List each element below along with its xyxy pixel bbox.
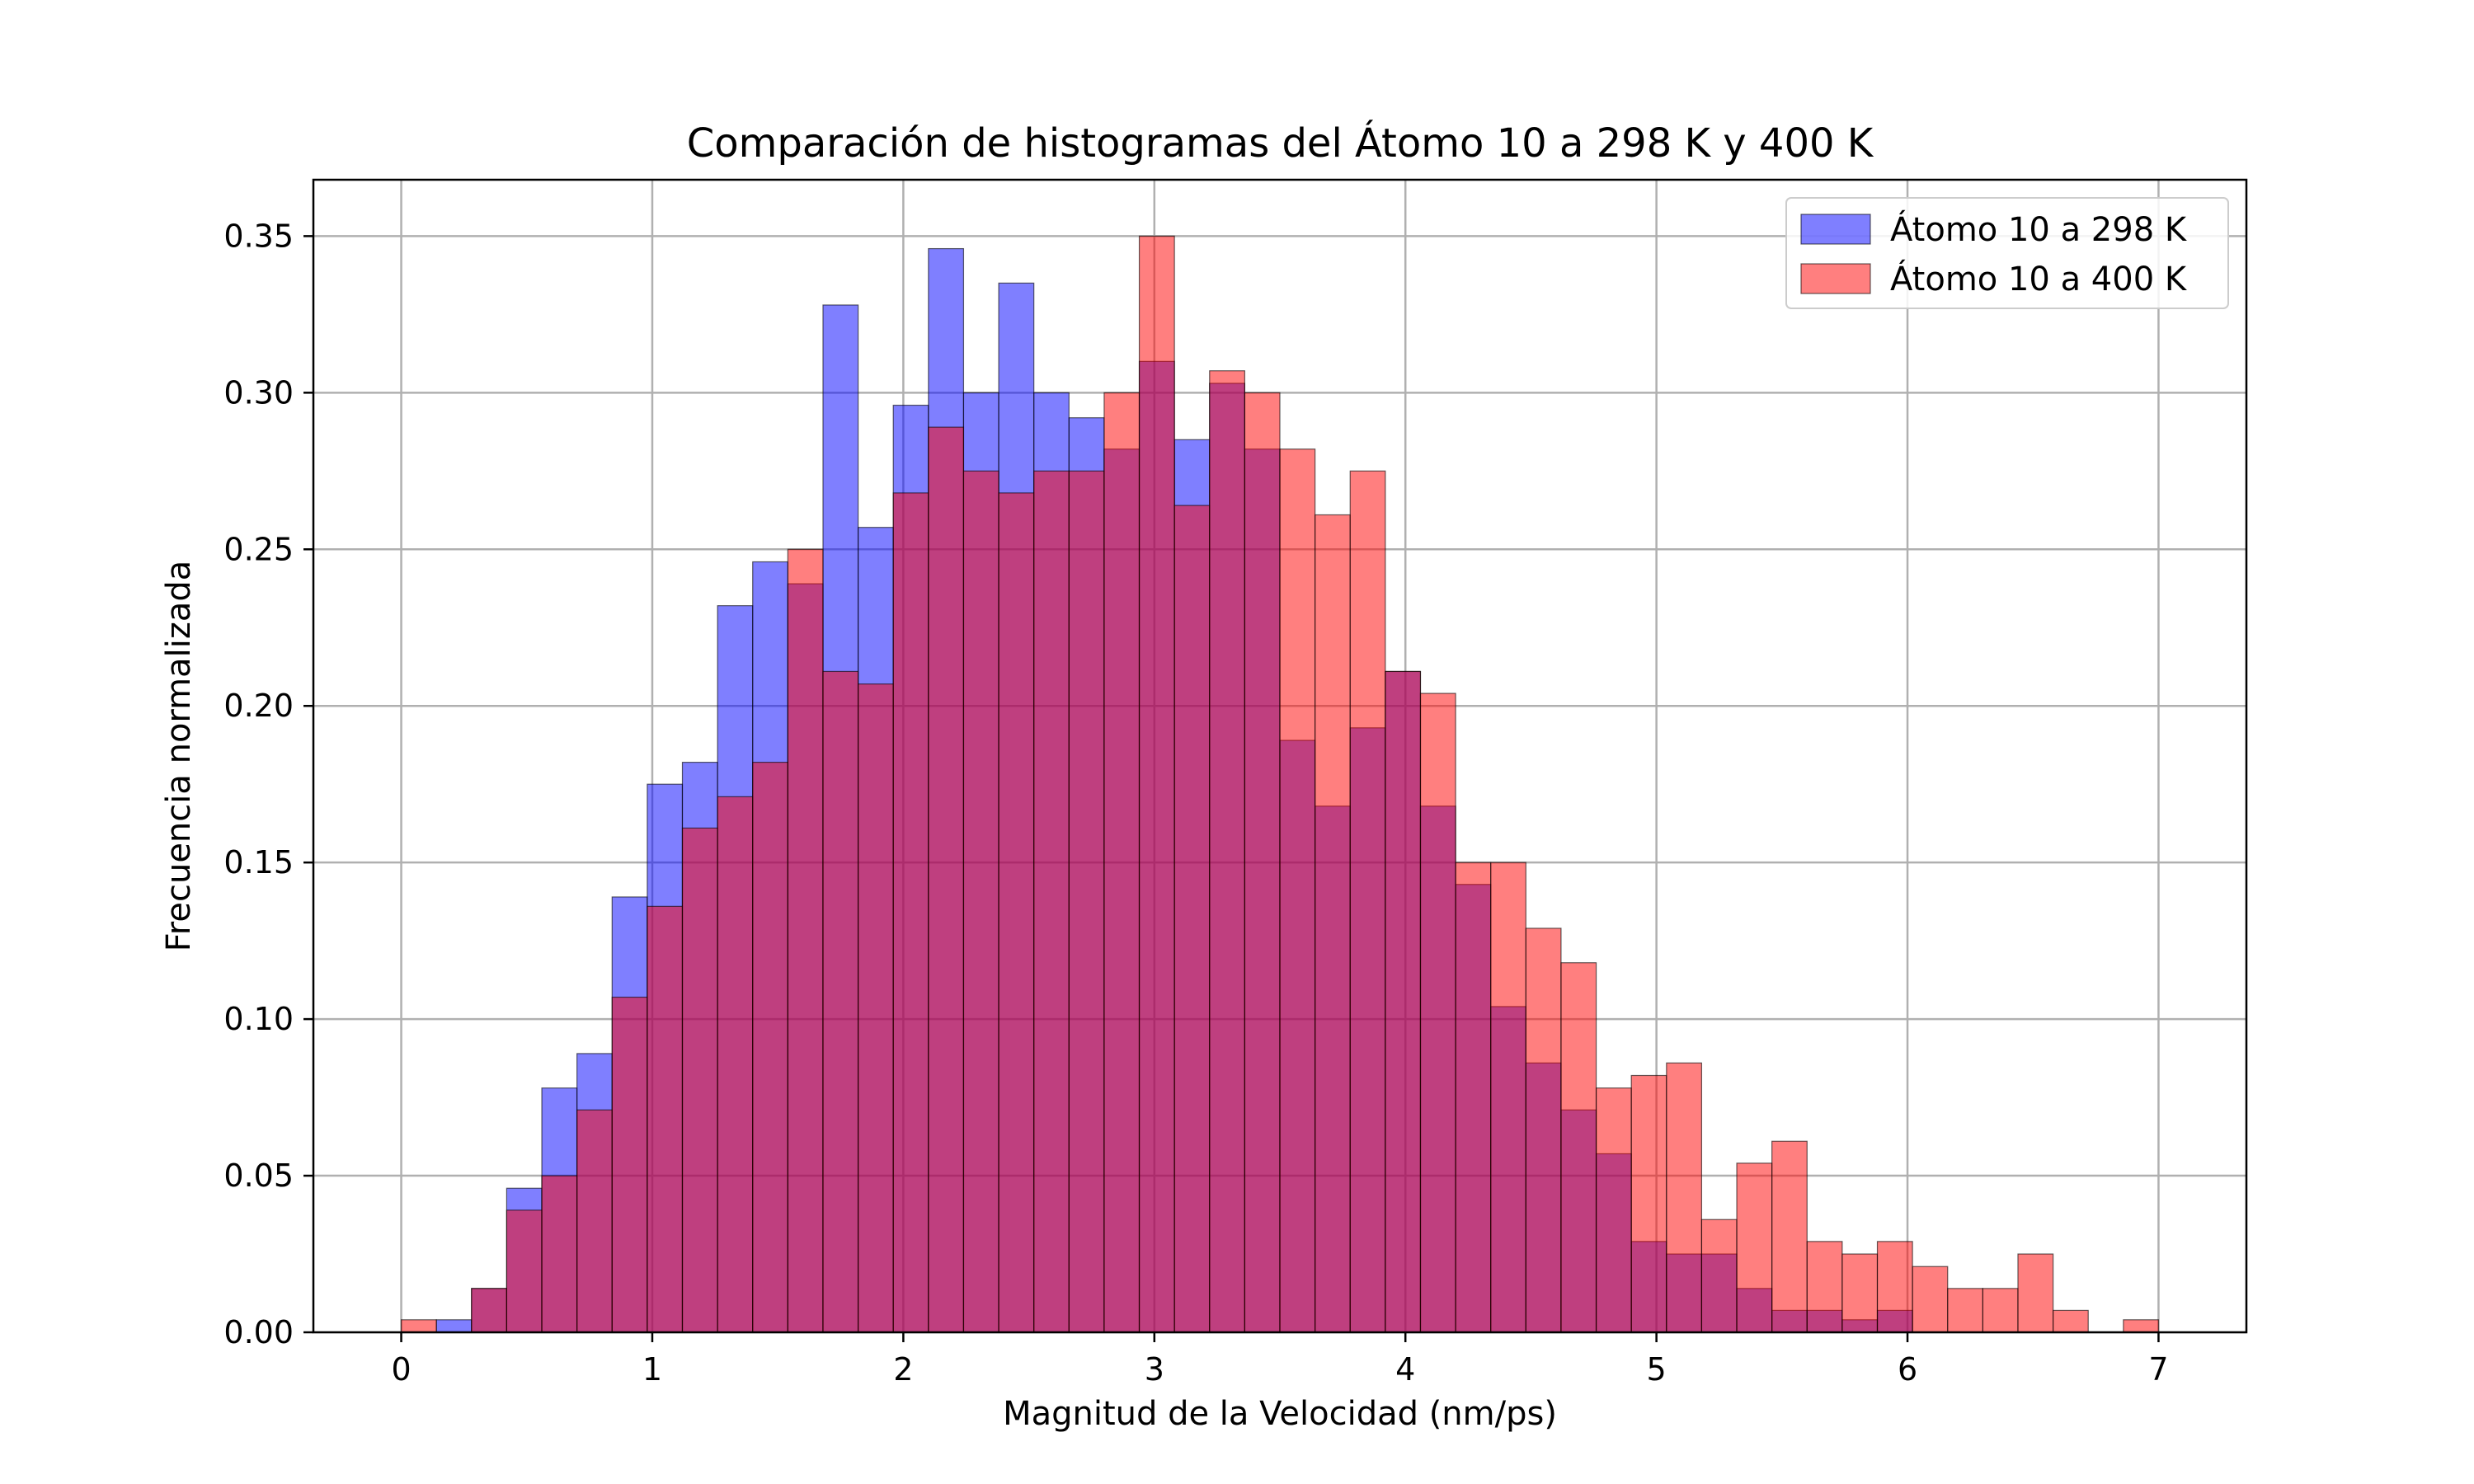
- y-tick-label: 0.35: [223, 218, 294, 254]
- histogram-bar: [2123, 1319, 2160, 1333]
- legend: Átomo 10 a 298 K Átomo 10 a 400 K: [1785, 197, 2229, 309]
- histogram-bar: [1209, 370, 1245, 1333]
- histogram-bar: [752, 761, 788, 1333]
- histogram-bar: [435, 1319, 473, 1333]
- histogram-bar: [1982, 1288, 2019, 1333]
- histogram-bar: [1315, 514, 1351, 1333]
- histogram-bar: [2017, 1253, 2054, 1333]
- histogram-bar: [1595, 1087, 1632, 1333]
- histogram-bar: [1841, 1253, 1879, 1333]
- histogram-bar: [787, 548, 824, 1333]
- histogram-bar: [541, 1175, 578, 1333]
- histogram-bar: [822, 670, 859, 1333]
- histogram-bar: [1666, 1062, 1703, 1333]
- y-tick-label: 0.10: [223, 1001, 294, 1037]
- x-tick-label: 0: [391, 1351, 411, 1388]
- histogram-bar: [1279, 448, 1316, 1333]
- histogram-bar: [647, 905, 684, 1333]
- x-axis-title: Magnitud de la Velocidad (nm/ps): [1003, 1395, 1557, 1433]
- x-tick-label: 4: [1395, 1351, 1415, 1388]
- x-tick-label: 2: [893, 1351, 913, 1388]
- histogram-bar: [1068, 470, 1105, 1333]
- legend-swatch-400k: [1800, 263, 1871, 294]
- plot-frame: [312, 178, 2248, 1334]
- histogram-bar: [471, 1288, 507, 1333]
- histogram-bar: [962, 470, 999, 1333]
- y-axis-title: Frecuencia normalizada: [160, 561, 198, 952]
- histogram-bar: [1700, 1219, 1738, 1333]
- histogram-bar: [857, 683, 894, 1333]
- histogram-bar: [1806, 1241, 1843, 1333]
- x-tick-label: 3: [1145, 1351, 1164, 1388]
- histogram-bar: [1103, 392, 1141, 1333]
- ticks: 0 1 2 3 4 5 6 7 0.00 0.05 0.10 0.15 0.20 0.25 0.30 0.35: [223, 218, 2168, 1388]
- histogram-bar: [506, 1209, 543, 1333]
- x-tick-label: 1: [642, 1351, 662, 1388]
- histogram-bar: [1630, 1074, 1667, 1333]
- histogram-bar: [1947, 1288, 1983, 1333]
- x-tick-label: 5: [1647, 1351, 1667, 1388]
- x-tick-label: 6: [1898, 1351, 1917, 1388]
- histogram-bar: [1138, 235, 1175, 1333]
- histogram-bar: [1490, 862, 1526, 1333]
- y-tick-label: 0.05: [223, 1158, 294, 1194]
- histogram-bar: [998, 492, 1035, 1333]
- legend-box: [1785, 197, 2229, 309]
- histogram-bar: [1455, 862, 1492, 1333]
- histogram-bar: [892, 492, 929, 1333]
- y-tick-label: 0.20: [223, 688, 294, 724]
- histogram-bar: [1174, 505, 1211, 1333]
- y-tick-label: 0.30: [223, 374, 294, 411]
- y-tick-label: 0.25: [223, 531, 294, 567]
- histogram-bar: [1525, 928, 1562, 1333]
- histogram-bar: [1385, 670, 1422, 1333]
- histogram-bar: [1912, 1266, 1949, 1333]
- histogram-bar: [1736, 1162, 1773, 1333]
- histogram-bar: [576, 1109, 613, 1333]
- histogram-bar: [928, 426, 965, 1333]
- legend-label-298k: Átomo 10 a 298 K: [1890, 209, 2188, 249]
- histogram-bar: [1876, 1241, 1913, 1333]
- histogram-bar: [681, 827, 718, 1333]
- histogram-bar: [1244, 392, 1281, 1333]
- x-tick-label: 7: [2148, 1351, 2168, 1388]
- chart-title: Comparación de histogramas del Átomo 10 …: [687, 120, 1874, 167]
- y-tick-label: 0.00: [223, 1314, 294, 1350]
- histogram-bar: [1033, 470, 1070, 1333]
- histogram-bar: [400, 1319, 437, 1333]
- histogram-bar: [611, 996, 648, 1333]
- legend-swatch-298k: [1800, 214, 1871, 245]
- histogram-bar: [1771, 1140, 1808, 1333]
- histogram-bar: [1349, 470, 1386, 1333]
- histogram-bar: [1419, 693, 1456, 1333]
- histogram-bar: [1560, 962, 1597, 1333]
- bars: [400, 235, 2160, 1333]
- histogram-bar: [2053, 1309, 2089, 1333]
- y-tick-label: 0.15: [223, 844, 294, 881]
- legend-label-400k: Átomo 10 a 400 K: [1890, 259, 2188, 298]
- histogram-bar: [717, 796, 754, 1333]
